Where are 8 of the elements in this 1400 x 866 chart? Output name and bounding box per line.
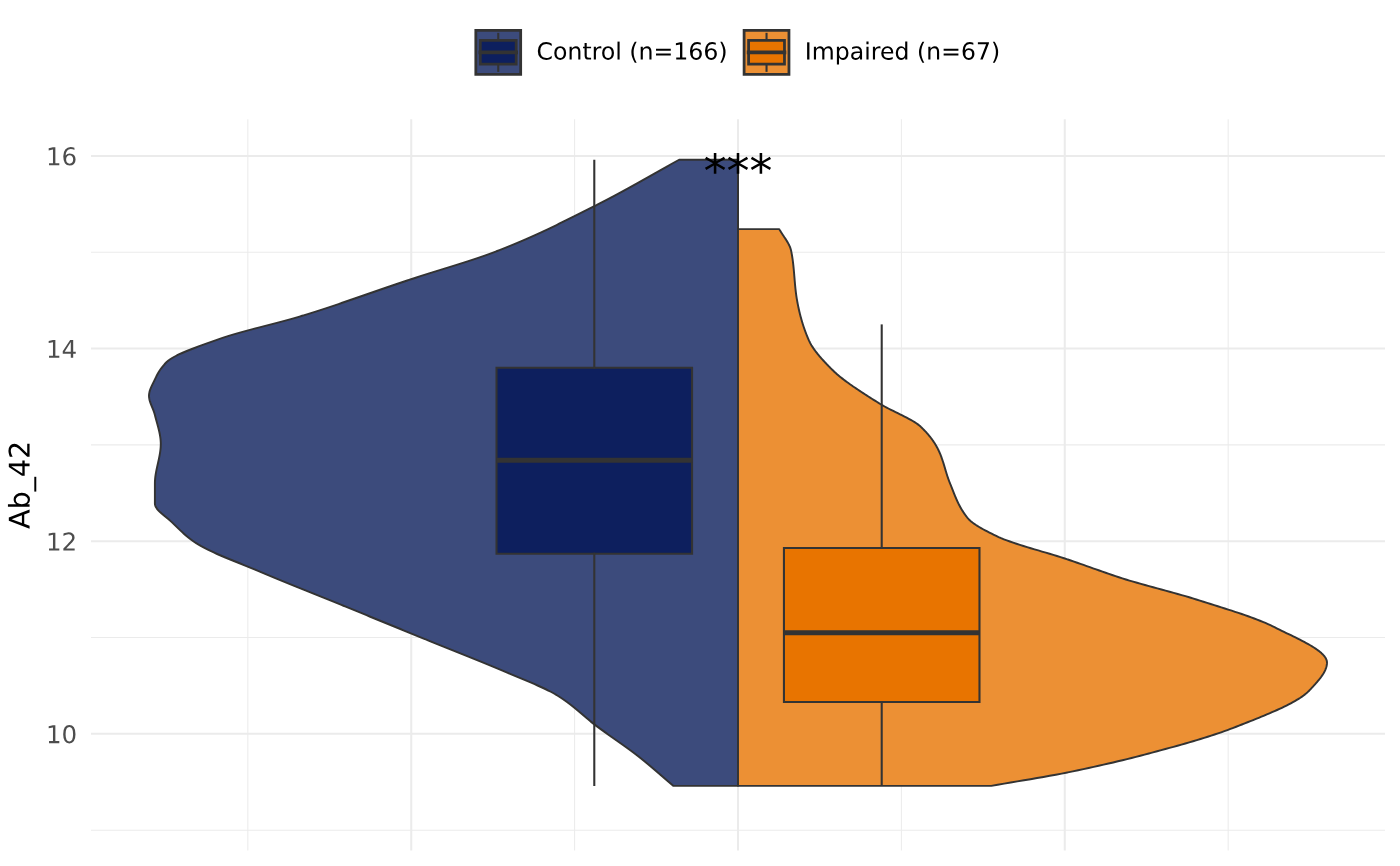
legend-label: Impaired (n=67): [807, 41, 999, 65]
y-tick-label: 14: [48, 340, 76, 358]
annotation: ***: [704, 152, 772, 174]
legend-label: Control (n=166): [537, 41, 726, 63]
y-axis-title: Ab_42: [7, 443, 37, 529]
y-tick-label: 16: [48, 147, 76, 166]
y-tick-label: 10: [48, 724, 76, 744]
y-tick-label: 12: [48, 532, 75, 551]
